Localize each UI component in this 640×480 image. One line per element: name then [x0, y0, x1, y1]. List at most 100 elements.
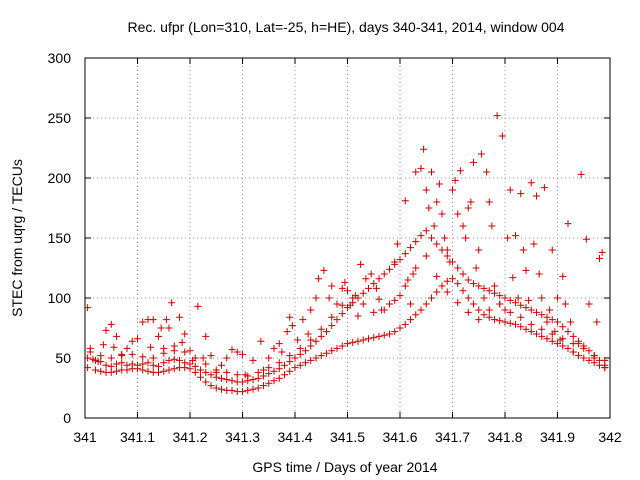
data-point — [344, 287, 351, 295]
data-point — [372, 284, 380, 292]
data-point — [596, 361, 603, 369]
data-point — [454, 299, 462, 307]
data-point — [548, 316, 556, 324]
data-point — [107, 354, 115, 362]
data-point — [362, 275, 370, 283]
data-point — [181, 348, 189, 356]
data-point — [548, 246, 556, 254]
data-point — [344, 304, 351, 312]
data-point — [422, 186, 430, 194]
data-point — [165, 324, 173, 332]
data-point — [207, 352, 215, 360]
data-point — [113, 332, 120, 340]
x-tick-label: 341.5 — [330, 429, 365, 445]
data-point — [149, 361, 157, 369]
data-point — [522, 325, 530, 333]
x-axis-label: GPS time / Days of year 2014 — [252, 459, 437, 475]
data-point — [302, 359, 309, 367]
data-point — [86, 348, 94, 356]
data-point — [149, 316, 157, 324]
data-point — [165, 366, 173, 374]
data-point — [407, 300, 414, 308]
data-point — [265, 364, 273, 372]
data-point — [244, 372, 252, 380]
data-point — [590, 352, 598, 360]
data-point — [265, 354, 273, 362]
data-point — [328, 347, 336, 355]
data-point — [139, 366, 147, 374]
data-point — [270, 344, 278, 352]
data-point — [559, 323, 567, 331]
data-point — [538, 294, 546, 302]
data-point — [270, 377, 278, 385]
data-point — [97, 352, 105, 360]
data-point — [380, 306, 388, 314]
data-point — [359, 300, 367, 308]
data-point — [92, 366, 99, 374]
data-point — [380, 270, 388, 278]
data-point — [428, 168, 435, 176]
data-point — [328, 322, 336, 330]
data-point — [543, 313, 551, 321]
data-point — [223, 368, 231, 376]
data-point — [517, 190, 525, 198]
data-point — [491, 289, 498, 297]
data-point — [338, 342, 346, 350]
data-point — [323, 349, 330, 357]
data-point — [409, 270, 417, 278]
data-point — [257, 337, 265, 345]
data-point — [370, 334, 378, 342]
data-point — [260, 382, 267, 390]
data-point — [338, 301, 346, 309]
y-tick-label: 200 — [48, 170, 72, 186]
x-tick-label: 342 — [598, 429, 622, 445]
data-point — [593, 318, 601, 326]
data-point — [281, 371, 288, 379]
data-point — [438, 282, 446, 290]
data-point — [370, 308, 378, 316]
data-point — [501, 306, 509, 314]
data-point — [354, 312, 362, 320]
data-point — [107, 320, 115, 328]
data-point — [417, 306, 425, 314]
data-point — [464, 294, 472, 302]
data-point — [118, 359, 126, 367]
x-tick-label: 341.7 — [435, 429, 470, 445]
data-point — [391, 260, 399, 268]
data-point — [412, 311, 420, 319]
x-tick-label: 341 — [73, 429, 97, 445]
data-point — [155, 362, 162, 370]
data-point — [328, 282, 336, 290]
data-point — [386, 330, 393, 338]
x-tick-label: 341.2 — [172, 429, 207, 445]
data-point — [493, 112, 501, 120]
data-point — [283, 328, 291, 336]
data-point — [569, 332, 577, 340]
data-point — [480, 284, 488, 292]
data-point — [191, 368, 199, 376]
data-point — [344, 340, 351, 348]
data-point — [475, 282, 483, 290]
data-point — [197, 366, 204, 374]
data-point — [548, 337, 556, 345]
chart-title: Rec. ufpr (Lon=310, Lat=-25, h=HE), days… — [127, 19, 564, 35]
data-point — [564, 328, 572, 336]
data-point — [128, 337, 136, 345]
data-point — [422, 300, 430, 308]
data-point — [577, 170, 585, 178]
data-point — [296, 350, 304, 358]
data-point — [286, 358, 294, 366]
data-point — [239, 350, 246, 358]
data-point — [178, 338, 186, 346]
data-point — [467, 198, 475, 206]
grid-lines — [85, 58, 610, 418]
data-point — [338, 310, 346, 318]
data-point — [186, 347, 194, 355]
data-point — [367, 270, 375, 278]
data-point — [538, 332, 546, 340]
data-point — [155, 368, 162, 376]
data-point — [338, 284, 346, 292]
data-point — [275, 365, 283, 373]
